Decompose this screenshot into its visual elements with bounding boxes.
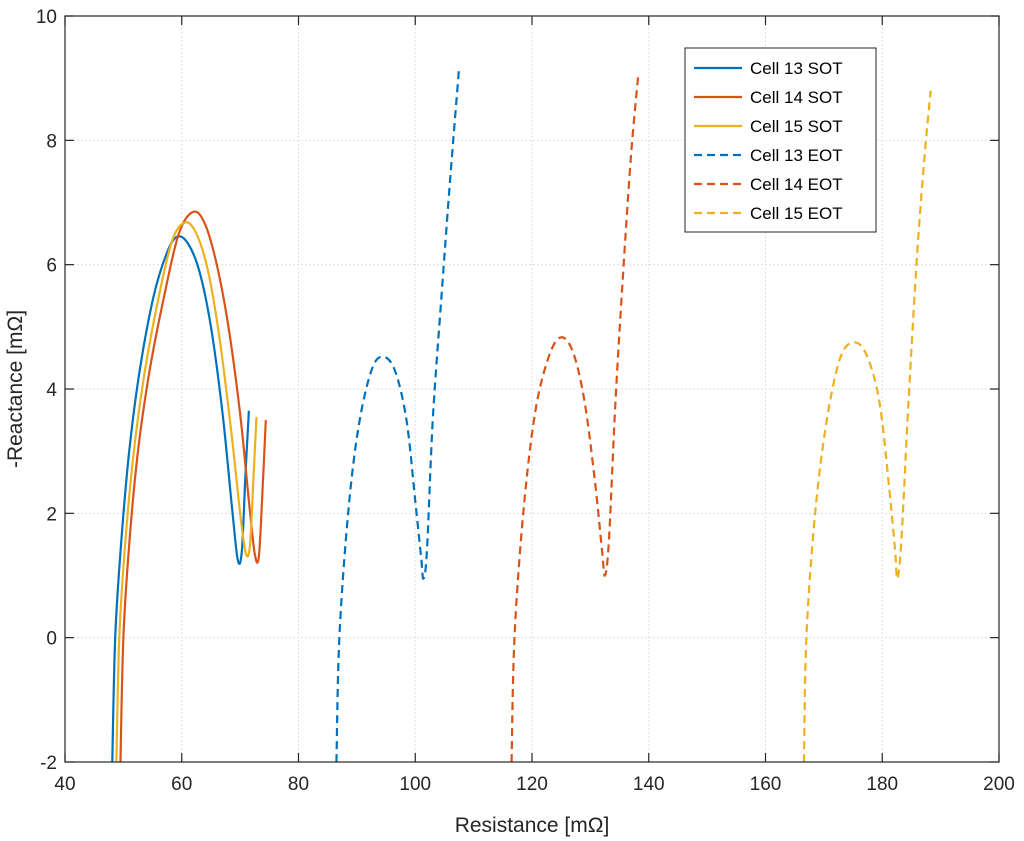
legend-label-1: Cell 13 SOT <box>750 59 843 78</box>
x-tick-label: 140 <box>633 774 665 795</box>
legend-label-6: Cell 15 EOT <box>750 204 843 223</box>
series-line-2 <box>119 210 267 763</box>
x-tick-label: 160 <box>750 774 782 795</box>
series-line-5 <box>510 74 640 763</box>
series-line-4 <box>335 68 461 763</box>
tick-labels: 40 60 80 100 120 140 160 180 200 -2 0 2 4 6 8 10 <box>36 7 1015 795</box>
grid <box>64 15 1000 763</box>
legend-label-4: Cell 13 EOT <box>750 146 843 165</box>
x-tick-label: 40 <box>54 774 75 795</box>
y-tick-label: 4 <box>46 380 57 401</box>
legend-label-5: Cell 14 EOT <box>750 175 843 194</box>
y-tick-label: -2 <box>40 753 57 774</box>
y-axis-label: -Reactance [mΩ] <box>4 310 27 468</box>
x-tick-label: 60 <box>171 774 192 795</box>
legend: Cell 13 SOT Cell 14 SOT Cell 15 SOT Cell 13… <box>684 47 877 233</box>
x-tick-label: 120 <box>516 774 548 795</box>
y-tick-label: 0 <box>46 629 57 650</box>
ticks <box>64 15 1000 763</box>
x-tick-label: 200 <box>983 774 1015 795</box>
series-layer <box>111 68 932 763</box>
series-line-3 <box>115 221 258 763</box>
y-tick-label: 6 <box>46 256 57 277</box>
y-tick-label: 2 <box>46 504 57 525</box>
legend-box <box>684 47 877 233</box>
x-tick-label: 80 <box>288 774 309 795</box>
series-line-1 <box>111 235 250 763</box>
y-tick-label: 10 <box>36 7 57 28</box>
y-tick-label: 8 <box>46 131 57 152</box>
x-tick-label: 180 <box>866 774 898 795</box>
legend-label-3: Cell 15 SOT <box>750 117 843 136</box>
x-axis-label: Resistance [mΩ] <box>455 814 610 837</box>
x-tick-label: 100 <box>399 774 431 795</box>
legend-label-2: Cell 14 SOT <box>750 88 843 107</box>
series-line-6 <box>802 90 932 763</box>
